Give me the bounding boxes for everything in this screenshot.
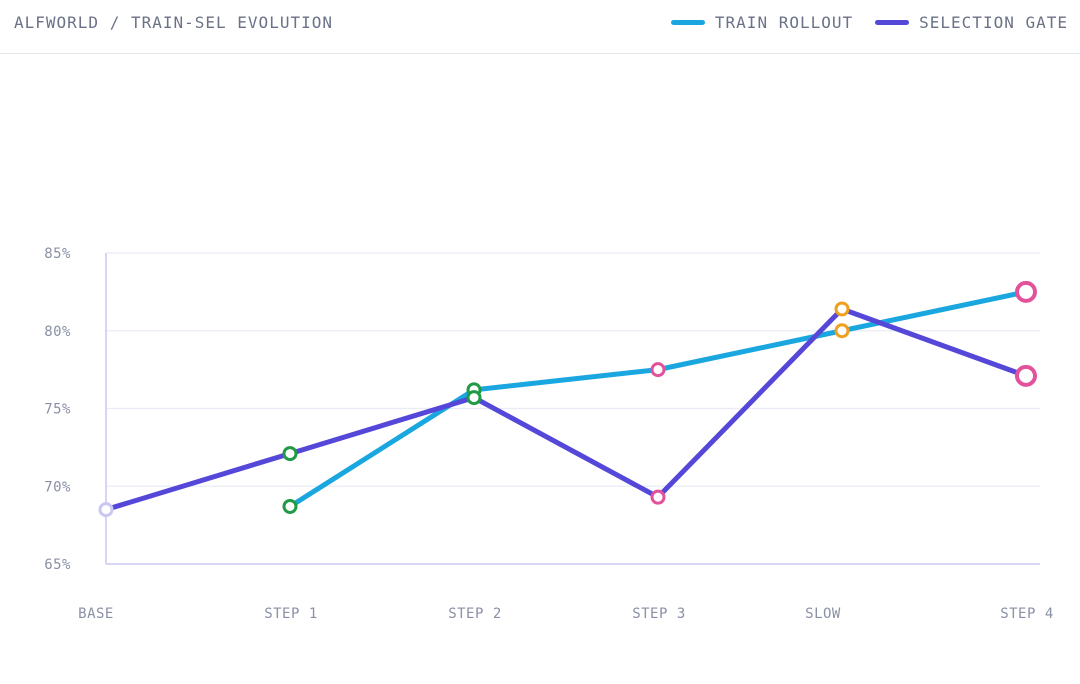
legend-swatch-selection-gate [875,20,910,25]
legend: TRAIN ROLLOUT SELECTION GATE [670,13,1068,32]
data-point-train-rollout [834,323,850,339]
chart-title: ALFWORLD / TRAIN-SEL EVOLUTION [14,13,333,32]
y-tick-label: 85% [44,246,71,262]
y-tick-label: 75% [44,402,71,418]
data-point-selection-gate [282,446,298,462]
y-tick-label: 70% [44,479,71,495]
legend-label-train-rollout: TRAIN ROLLOUT [714,13,854,32]
y-tick-label: 65% [44,557,71,573]
data-point-train-rollout [282,498,298,514]
data-point-selection-gate [1015,364,1037,387]
x-tick-label: STEP 4 [1000,606,1054,622]
x-tick-label: STEP 3 [632,606,686,622]
legend-swatch-train-rollout [670,20,705,25]
data-point-train-rollout [650,362,666,378]
legend-item-train-rollout: TRAIN ROLLOUT [670,13,854,32]
series-line-selection-gate [103,306,1029,513]
data-point-selection-gate [650,489,666,505]
legend-label-selection-gate: SELECTION GATE [919,13,1068,32]
data-point-selection-gate [834,301,850,317]
x-tick-label: SLOW [805,606,841,622]
series-line-train-rollout [287,289,1029,509]
data-point-selection-gate [466,390,482,406]
x-tick-label: STEP 1 [264,606,318,622]
y-tick-label: 80% [44,324,71,340]
data-point-selection-gate [98,502,114,518]
x-tick-label: STEP 2 [448,606,502,622]
data-point-train-rollout [1015,280,1037,303]
x-tick-label: BASE [78,606,114,622]
chart-header: ALFWORLD / TRAIN-SEL EVOLUTION TRAIN ROL… [0,0,1080,54]
legend-item-selection-gate: SELECTION GATE [875,13,1068,32]
